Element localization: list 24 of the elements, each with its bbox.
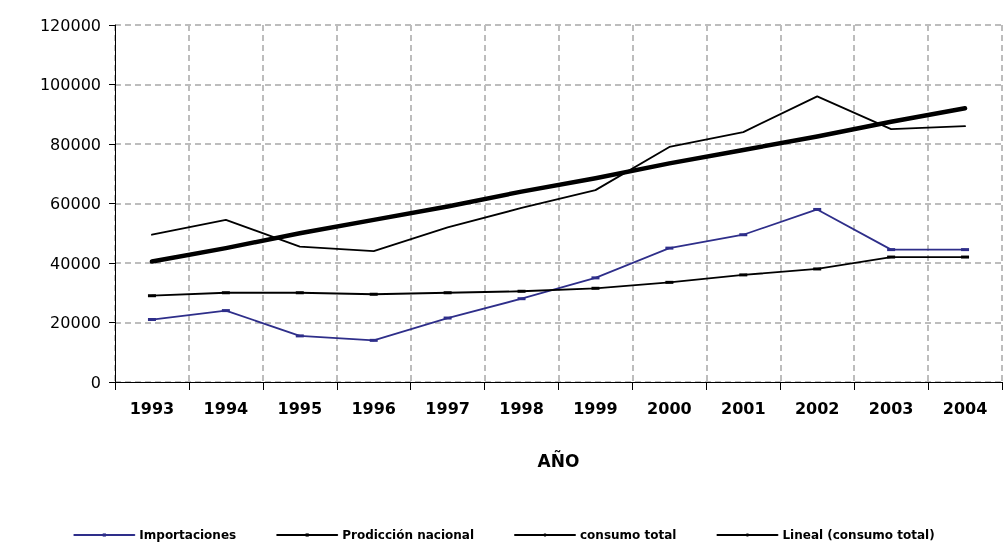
y-tick-label: 80000 (50, 134, 101, 154)
x-tick-label: 1995 (277, 398, 323, 418)
y-tick-label: 60000 (50, 194, 101, 213)
legend-label: Prodicción nacional (342, 528, 475, 542)
x-tick-label: 2002 (794, 398, 840, 418)
legend-label: Importaciones (139, 528, 237, 542)
x-tick-label: 1993 (129, 398, 175, 418)
x-tick-label: 1998 (499, 398, 544, 418)
x-tick-label: 2001 (721, 398, 766, 418)
y-tick-label: 0 (90, 372, 101, 392)
y-tick-label: 100000 (39, 75, 101, 94)
legend-label: consumo total (580, 528, 677, 542)
x-axis-title: AÑO (537, 448, 580, 471)
x-tick-label: 2000 (647, 398, 692, 418)
x-tick-label: 1997 (425, 398, 470, 418)
x-tick-label: 1999 (573, 398, 618, 418)
x-tick-label: 1994 (203, 398, 249, 418)
y-tick-label: 40000 (50, 253, 101, 273)
x-tick-label: 2004 (942, 398, 988, 418)
y-tick-label: 20000 (50, 313, 101, 332)
y-tick-label: 120000 (39, 15, 101, 35)
x-tick-label: 1996 (351, 398, 396, 418)
legend-label: Lineal (consumo total) (782, 528, 935, 542)
x-tick-label: 2003 (868, 398, 914, 418)
